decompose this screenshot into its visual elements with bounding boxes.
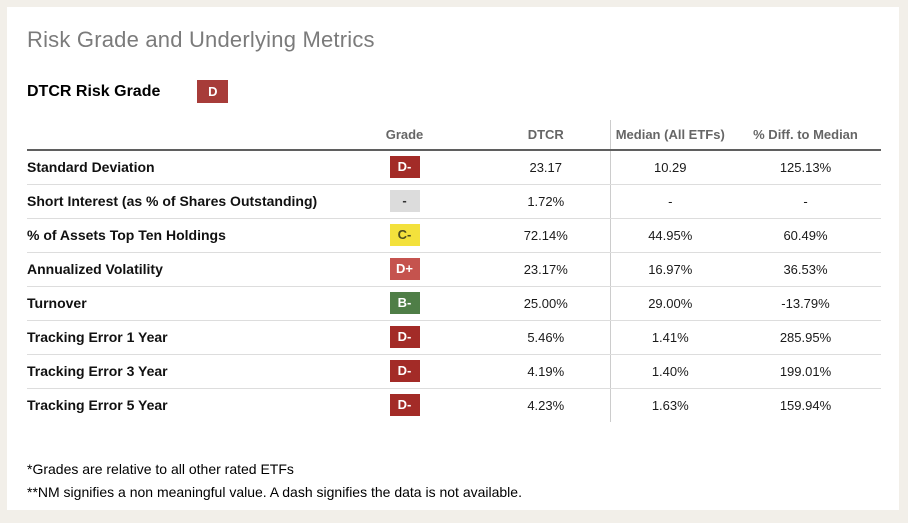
grade-badge: B- bbox=[389, 292, 420, 314]
metric-label: Tracking Error 3 Year bbox=[27, 354, 327, 389]
grade-badge: D- bbox=[389, 394, 420, 417]
footnotes: *Grades are relative to all other rated … bbox=[27, 458, 899, 504]
table-row: Annualized Volatility D+ 23.17% 16.97% 3… bbox=[27, 252, 881, 287]
table-header-row: Grade DTCR Median (All ETFs) % Diff. to … bbox=[27, 120, 881, 151]
cell-dtcr: 4.19% bbox=[482, 354, 610, 389]
table-row: Standard Deviation D- 23.17 10.29 125.13… bbox=[27, 150, 881, 185]
metric-label: Turnover bbox=[27, 286, 327, 321]
table-row: Tracking Error 1 Year D- 5.46% 1.41% 285… bbox=[27, 320, 881, 355]
cell-pct-diff: -13.79% bbox=[730, 286, 881, 321]
page-content: Risk Grade and Underlying Metrics DTCR R… bbox=[7, 7, 899, 504]
grade-badge: D- bbox=[389, 360, 420, 382]
grade-badge: D- bbox=[389, 326, 420, 348]
section-header: DTCR Risk Grade D bbox=[27, 80, 899, 103]
column-header-pct-diff: % Diff. to Median bbox=[730, 120, 881, 151]
section-title: DTCR Risk Grade bbox=[27, 82, 161, 100]
table-row: Turnover B- 25.00% 29.00% -13.79% bbox=[27, 286, 881, 321]
cell-median: - bbox=[609, 184, 730, 219]
column-header-metric bbox=[27, 120, 327, 151]
cell-median: 1.40% bbox=[609, 354, 730, 389]
column-header-median: Median (All ETFs) bbox=[609, 120, 730, 151]
table-row: % of Assets Top Ten Holdings C- 72.14% 4… bbox=[27, 218, 881, 253]
cell-dtcr: 25.00% bbox=[482, 286, 610, 321]
cell-dtcr: 4.23% bbox=[527, 397, 565, 413]
grade-badge: D+ bbox=[389, 258, 420, 280]
metric-label: % of Assets Top Ten Holdings bbox=[27, 218, 327, 253]
risk-metrics-table: Grade DTCR Median (All ETFs) % Diff. to … bbox=[27, 120, 881, 422]
footnote-nm: **NM signifies a non meaningful value. A… bbox=[27, 484, 522, 500]
overall-grade-badge: D bbox=[197, 80, 229, 103]
table-row: Short Interest (as % of Shares Outstandi… bbox=[27, 184, 881, 219]
grade-badge: D- bbox=[389, 156, 420, 179]
cell-pct-diff: 36.53% bbox=[730, 252, 881, 287]
cell-dtcr: 23.17 bbox=[482, 150, 610, 185]
cell-median: 29.00% bbox=[609, 286, 730, 321]
cell-pct-diff: 125.13% bbox=[730, 150, 881, 185]
grade-badge: - bbox=[389, 190, 420, 212]
cell-median: 1.41% bbox=[609, 320, 730, 355]
footnote-grades: *Grades are relative to all other rated … bbox=[27, 461, 294, 477]
table-row: Tracking Error 5 Year D- 4.23% 1.63% 159… bbox=[27, 388, 881, 422]
metric-label: Tracking Error 1 Year bbox=[27, 320, 327, 355]
cell-dtcr: 1.72% bbox=[482, 184, 610, 219]
cell-dtcr: 72.14% bbox=[482, 218, 610, 253]
cell-median: 10.29 bbox=[609, 150, 730, 185]
metric-label: Short Interest (as % of Shares Outstandi… bbox=[27, 184, 327, 219]
cell-median: 44.95% bbox=[609, 218, 730, 253]
cell-dtcr: 5.46% bbox=[482, 320, 610, 355]
cell-pct-diff: 159.94% bbox=[779, 397, 832, 413]
metric-label: Annualized Volatility bbox=[27, 252, 327, 287]
cell-pct-diff: - bbox=[730, 184, 881, 219]
cell-pct-diff: 60.49% bbox=[730, 218, 881, 253]
cell-median: 1.63% bbox=[609, 388, 730, 422]
page-title: Risk Grade and Underlying Metrics bbox=[27, 27, 375, 52]
cell-median: 16.97% bbox=[609, 252, 730, 287]
metric-label: Tracking Error 5 Year bbox=[27, 397, 168, 414]
metric-label: Standard Deviation bbox=[27, 150, 327, 185]
cell-dtcr: 23.17% bbox=[482, 252, 610, 287]
grade-badge: C- bbox=[389, 224, 420, 246]
column-header-dtcr: DTCR bbox=[482, 120, 610, 151]
cell-pct-diff: 285.95% bbox=[730, 320, 881, 355]
table-row: Tracking Error 3 Year D- 4.19% 1.40% 199… bbox=[27, 354, 881, 389]
cell-pct-diff: 199.01% bbox=[730, 354, 881, 389]
column-header-grade: Grade bbox=[327, 120, 482, 151]
